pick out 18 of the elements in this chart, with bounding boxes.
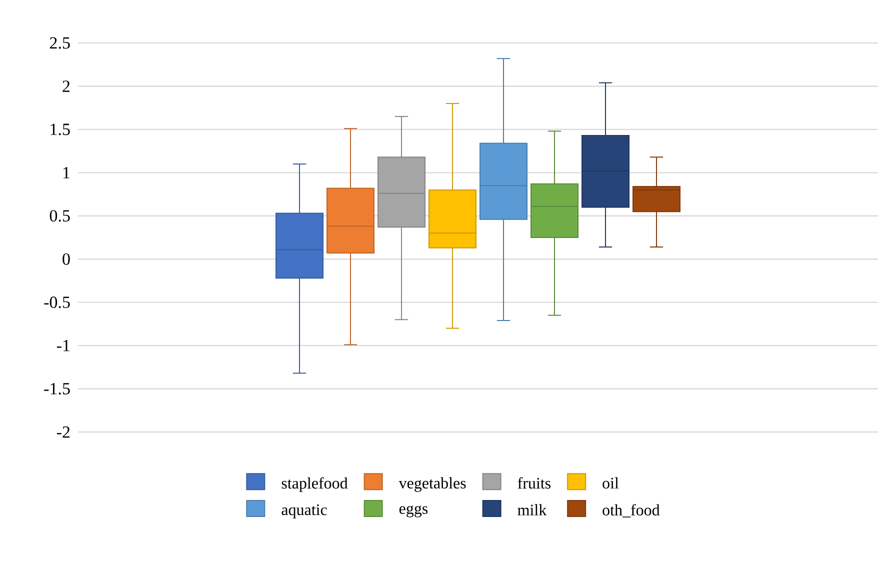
y-tick-label: 0.5: [50, 210, 70, 222]
legend-label: oil: [602, 477, 619, 489]
y-tick-label: -1.5: [44, 383, 70, 395]
y-tick-label: 1.5: [50, 124, 70, 136]
legend-label: oth_food: [602, 504, 660, 518]
legend-label: aquatic: [282, 504, 327, 518]
y-tick-label: -2: [56, 426, 70, 438]
legend-label: eggs: [399, 506, 428, 518]
legend-label: fruits: [518, 477, 551, 489]
y-tick-label: -1: [56, 340, 70, 352]
legend-label: staplefood: [282, 477, 348, 492]
y-tick-label: -0.5: [44, 296, 70, 308]
y-tick-label: 2: [62, 80, 70, 92]
y-tick-label: 0: [62, 253, 70, 265]
legend-label: vegetables: [398, 477, 466, 492]
y-tick-label: 2.5: [50, 37, 70, 49]
legend-label: milk: [518, 504, 547, 516]
y-tick-label: 1: [63, 167, 70, 178]
